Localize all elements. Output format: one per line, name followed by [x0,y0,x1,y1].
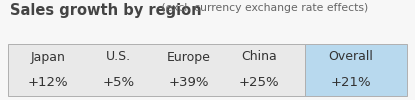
Text: +25%: +25% [239,76,280,88]
Text: China: China [242,50,277,64]
Text: +21%: +21% [330,76,371,88]
Text: U.S.: U.S. [106,50,131,64]
Bar [305,44,407,96]
Text: (excl. currency exchange rate effects): (excl. currency exchange rate effects) [158,3,368,13]
Text: +12%: +12% [27,76,68,88]
Text: Europe: Europe [167,50,211,64]
Text: Sales growth by region: Sales growth by region [10,3,202,18]
Bar [8,44,305,96]
Text: Japan: Japan [30,50,65,64]
Text: +39%: +39% [168,76,209,88]
Text: Overall: Overall [328,50,373,64]
Text: +5%: +5% [102,76,134,88]
